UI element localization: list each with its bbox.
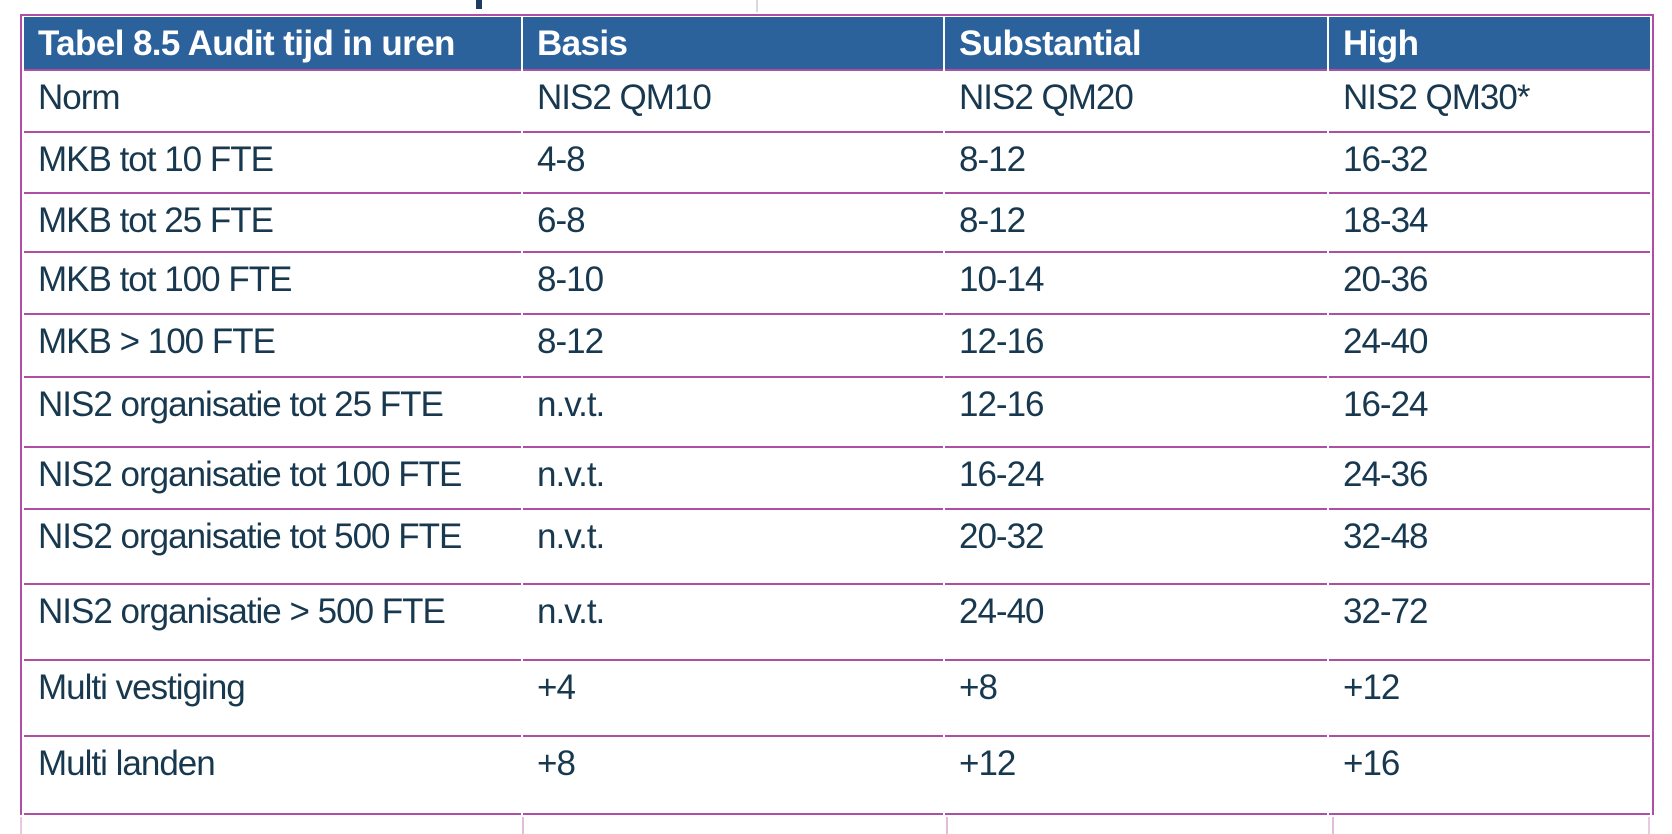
row-label: NIS2 organisatie tot 100 FTE	[24, 448, 521, 510]
row-label: Multi landen	[24, 737, 521, 815]
cell-substantial: +8	[945, 661, 1327, 737]
cell-basis: n.v.t.	[523, 510, 943, 585]
table-row: MKB tot 10 FTE 4-8 8-12 16-32	[24, 133, 1650, 194]
cell-substantial: NIS2 QM20	[945, 71, 1327, 133]
cell-high: 18-34	[1329, 194, 1650, 253]
column-header-basis: Basis	[523, 17, 943, 71]
table-row: NIS2 organisatie tot 100 FTE n.v.t. 16-2…	[24, 448, 1650, 510]
audit-hours-table: Tabel 8.5 Audit tijd in uren Basis Subst…	[22, 17, 1652, 815]
cell-substantial: 24-40	[945, 585, 1327, 661]
row-label: NIS2 organisatie tot 500 FTE	[24, 510, 521, 585]
table-row: NIS2 organisatie tot 25 FTE n.v.t. 12-16…	[24, 378, 1650, 448]
cell-high: +12	[1329, 661, 1650, 737]
cropped-line-artifact	[756, 0, 758, 12]
table-title: Tabel 8.5 Audit tijd in uren	[24, 17, 521, 71]
cell-basis: NIS2 QM10	[523, 71, 943, 133]
table-row: NIS2 organisatie tot 500 FTE n.v.t. 20-3…	[24, 510, 1650, 585]
row-label: Multi vestiging	[24, 661, 521, 737]
cell-basis: n.v.t.	[523, 448, 943, 510]
cell-basis: 8-10	[523, 253, 943, 315]
cropped-text-artifact	[476, 0, 482, 9]
header-row: Tabel 8.5 Audit tijd in uren Basis Subst…	[24, 17, 1650, 71]
cropped-next-row-border	[1332, 817, 1334, 834]
cropped-next-row-border-left	[20, 817, 22, 834]
cell-substantial: 8-12	[945, 133, 1327, 194]
cell-substantial: 10-14	[945, 253, 1327, 315]
cell-basis: 4-8	[523, 133, 943, 194]
column-header-substantial: Substantial	[945, 17, 1327, 71]
row-label: Norm	[24, 71, 521, 133]
cell-substantial: 12-16	[945, 378, 1327, 448]
cell-basis: 6-8	[523, 194, 943, 253]
row-label: NIS2 organisatie > 500 FTE	[24, 585, 521, 661]
cell-high: 20-36	[1329, 253, 1650, 315]
column-header-high: High	[1329, 17, 1650, 71]
cell-substantial: 8-12	[945, 194, 1327, 253]
cell-high: +16	[1329, 737, 1650, 815]
cell-high: 24-36	[1329, 448, 1650, 510]
cell-basis: n.v.t.	[523, 585, 943, 661]
cell-high: 16-24	[1329, 378, 1650, 448]
table-row: MKB tot 100 FTE 8-10 10-14 20-36	[24, 253, 1650, 315]
audit-hours-table-frame: Tabel 8.5 Audit tijd in uren Basis Subst…	[20, 14, 1654, 815]
table-row: Multi vestiging +4 +8 +12	[24, 661, 1650, 737]
cell-high: NIS2 QM30*	[1329, 71, 1650, 133]
table-row: Norm NIS2 QM10 NIS2 QM20 NIS2 QM30*	[24, 71, 1650, 133]
cropped-next-row-border	[946, 817, 948, 834]
cell-substantial: 20-32	[945, 510, 1327, 585]
cell-high: 32-72	[1329, 585, 1650, 661]
cropped-next-row-border	[522, 817, 524, 834]
row-label: MKB tot 25 FTE	[24, 194, 521, 253]
row-label: MKB > 100 FTE	[24, 315, 521, 378]
row-label: MKB tot 100 FTE	[24, 253, 521, 315]
cell-basis: +4	[523, 661, 943, 737]
table-row: Multi landen +8 +12 +16	[24, 737, 1650, 815]
cell-high: 16-32	[1329, 133, 1650, 194]
cell-substantial: +12	[945, 737, 1327, 815]
cell-basis: n.v.t.	[523, 378, 943, 448]
row-label: NIS2 organisatie tot 25 FTE	[24, 378, 521, 448]
cell-basis: +8	[523, 737, 943, 815]
row-label: MKB tot 10 FTE	[24, 133, 521, 194]
table-row: MKB > 100 FTE 8-12 12-16 24-40	[24, 315, 1650, 378]
cell-high: 24-40	[1329, 315, 1650, 378]
cell-substantial: 12-16	[945, 315, 1327, 378]
table-row: NIS2 organisatie > 500 FTE n.v.t. 24-40 …	[24, 585, 1650, 661]
cell-high: 32-48	[1329, 510, 1650, 585]
table-row: MKB tot 25 FTE 6-8 8-12 18-34	[24, 194, 1650, 253]
cell-substantial: 16-24	[945, 448, 1327, 510]
cell-basis: 8-12	[523, 315, 943, 378]
cropped-next-row-border-right	[1648, 817, 1650, 834]
